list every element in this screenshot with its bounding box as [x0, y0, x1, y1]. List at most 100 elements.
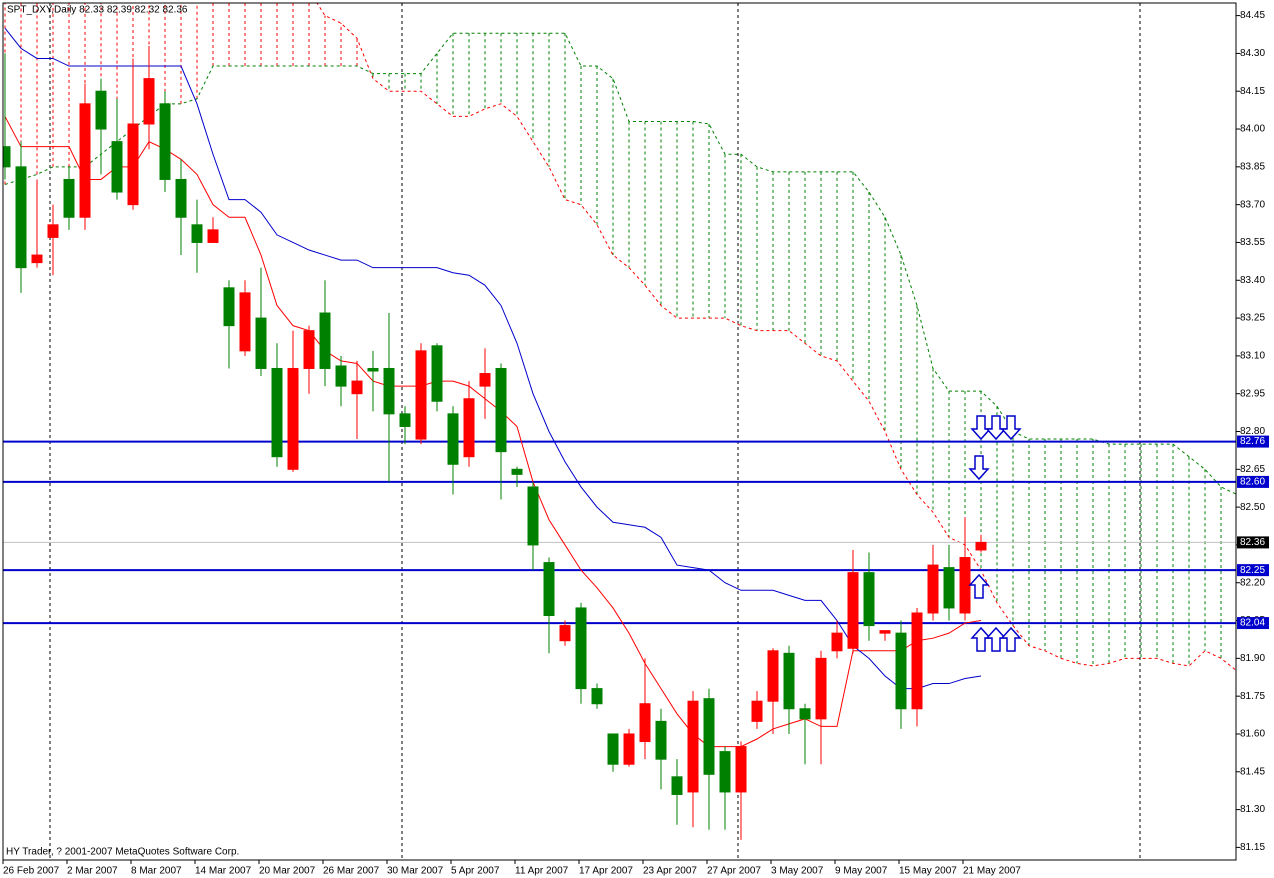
footer: HY Trader, ? 2001-2007 MetaQuotes Softwa…: [6, 847, 239, 858]
x-tick-label: 2 Mar 2007: [67, 866, 118, 877]
candle-body: [703, 698, 715, 775]
candle-body: [895, 632, 907, 710]
candle-body: [815, 657, 827, 720]
candle-body: [575, 607, 587, 690]
x-tick-label: 15 May 2007: [899, 866, 957, 877]
separators: [49, 3, 1141, 860]
candle-body: [687, 700, 699, 793]
level-label: 82.04: [1240, 618, 1265, 629]
candle-body: [447, 413, 459, 465]
indicator-line: [4, 27, 982, 690]
candle-body: [399, 413, 411, 427]
candle-body: [223, 287, 235, 327]
cloud-span-a: [4, 32, 1236, 495]
candle-body: [847, 572, 859, 649]
candle-body: [383, 367, 395, 415]
y-tick-label: 83.70: [1240, 199, 1265, 210]
down-arrow: [1000, 415, 1022, 441]
candle-body: [47, 224, 59, 238]
x-tick-label: 20 Mar 2007: [259, 866, 316, 877]
y-tick-label: 83.40: [1240, 275, 1265, 286]
candle-body: [479, 373, 491, 387]
down-arrow: [985, 415, 1007, 441]
y-tick-label: 84.30: [1240, 48, 1265, 59]
last-price-box: [1237, 536, 1269, 549]
y-tick-label: 81.15: [1240, 842, 1265, 853]
y-tick-label: 83.25: [1240, 313, 1265, 324]
x-tick-label: 3 May 2007: [771, 866, 824, 877]
y-tick-label: 83.55: [1240, 237, 1265, 248]
candle-body: [95, 90, 107, 130]
candle-body: [559, 625, 571, 642]
candle-body: [3, 146, 11, 168]
candle-body: [287, 367, 299, 470]
candle-body: [271, 367, 283, 458]
candle-body: [303, 330, 315, 369]
candle-body: [367, 367, 379, 372]
up-arrow: [1000, 626, 1022, 652]
candle-body: [655, 720, 667, 760]
y-tick-label: 81.30: [1240, 804, 1265, 815]
y-tick-label: 81.60: [1240, 729, 1265, 740]
y-tick-label: 82.65: [1240, 464, 1265, 475]
candle-body: [511, 468, 523, 475]
candle-body: [799, 708, 811, 720]
x-tick-label: 11 Apr 2007: [515, 866, 569, 877]
chart-title: SPT_DXY,Daily 82.33 82.39 82.32 82.36: [7, 5, 188, 16]
y-tick-label: 82.20: [1240, 577, 1265, 588]
level-box: [1237, 435, 1269, 448]
candle-body: [159, 103, 171, 180]
up-arrow: [970, 626, 992, 652]
candle-body: [207, 229, 219, 243]
up-arrow: [968, 573, 990, 599]
y-tick-label: 81.90: [1240, 653, 1265, 664]
y-tick-label: 81.75: [1240, 691, 1265, 702]
candle-body: [623, 733, 635, 765]
candle-body: [751, 700, 763, 722]
down-arrow: [968, 455, 990, 481]
level-label: 82.60: [1240, 477, 1265, 488]
candle-body: [607, 733, 619, 765]
x-tick-label: 30 Mar 2007: [387, 866, 444, 877]
y-tick-label: 82.50: [1240, 502, 1265, 513]
x-tick-label: 27 Apr 2007: [707, 866, 761, 877]
candle-body: [143, 78, 155, 125]
y-tick-label: 84.15: [1240, 86, 1265, 97]
x-tick-label: 26 Mar 2007: [323, 866, 380, 877]
candle-body: [431, 345, 443, 402]
candle-body: [639, 703, 651, 743]
candle-body: [879, 630, 891, 634]
candle-body: [959, 557, 971, 614]
down-arrow: [970, 415, 992, 441]
x-tick-label: 21 May 2007: [963, 866, 1021, 877]
candle-body: [415, 350, 427, 440]
candle-body: [335, 365, 347, 387]
candle-body: [943, 567, 955, 609]
candle-body: [831, 632, 843, 652]
candle-body: [15, 166, 27, 269]
y-tick-label: 84.45: [1240, 10, 1265, 21]
candle-body: [767, 650, 779, 702]
x-tick-label: 9 May 2007: [835, 866, 888, 877]
x-tick-label: 14 Mar 2007: [195, 866, 252, 877]
signal-arrows: [968, 415, 1022, 652]
candle-body: [975, 541, 987, 551]
x-tick-label: 8 Mar 2007: [131, 866, 182, 877]
candle-body: [783, 652, 795, 710]
last-price-label: 82.36: [1240, 537, 1265, 548]
x-tick-label: 17 Apr 2007: [579, 866, 633, 877]
candle-body: [543, 562, 555, 617]
x-tick-label: 23 Apr 2007: [643, 866, 697, 877]
candle-body: [863, 572, 875, 627]
candle-body: [127, 123, 139, 206]
candle-body: [591, 688, 603, 705]
y-tick-label: 83.10: [1240, 351, 1265, 362]
candle-body: [111, 141, 123, 193]
candle-body: [719, 751, 731, 793]
candle-body: [31, 254, 43, 264]
candle-body: [735, 746, 747, 793]
candle-body: [927, 564, 939, 614]
candle-body: [527, 486, 539, 546]
level-box: [1237, 564, 1269, 577]
